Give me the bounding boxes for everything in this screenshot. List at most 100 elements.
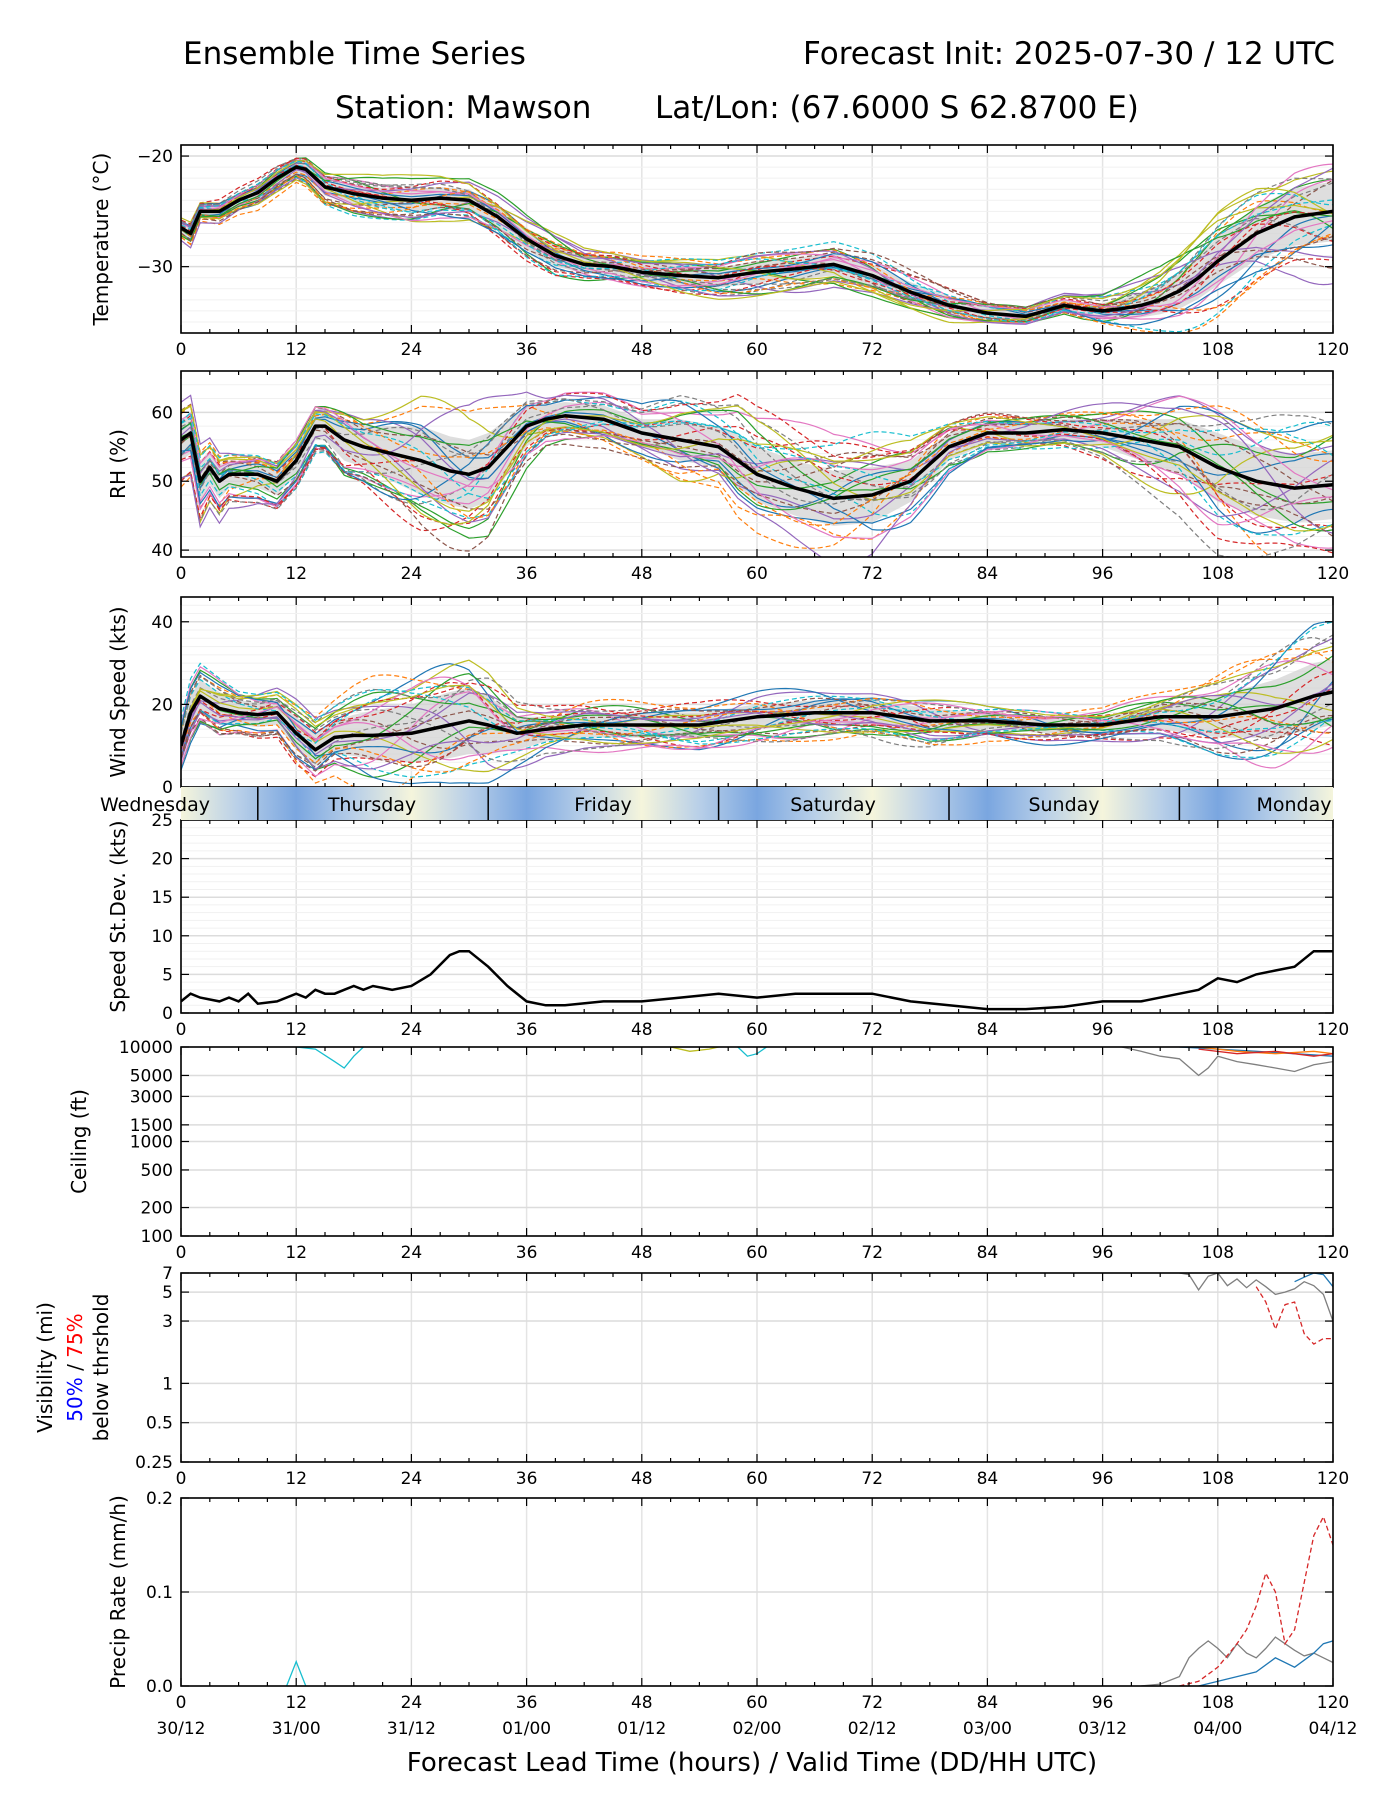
y-tick-label: 40 bbox=[151, 541, 173, 561]
y-tick-label: 0.25 bbox=[135, 1453, 173, 1473]
y-tick-label: 1 bbox=[162, 1374, 173, 1394]
y-axis-label: Precip Rate (mm/h) bbox=[106, 1495, 130, 1689]
day-label-sunday: Sunday bbox=[1028, 794, 1099, 816]
x-tick-label: 0 bbox=[176, 1693, 187, 1713]
valid-time-label: 31/00 bbox=[272, 1719, 321, 1739]
x-tick-label: 84 bbox=[977, 1693, 999, 1713]
panel-6-plot bbox=[285, 1515, 1333, 1686]
x-tick-label: 0 bbox=[176, 340, 187, 360]
y-tick-label: 0 bbox=[162, 778, 173, 798]
member-line bbox=[181, 621, 1333, 745]
x-tick-label: 84 bbox=[977, 340, 999, 360]
member-line bbox=[181, 166, 1333, 308]
y-tick-label: 3000 bbox=[130, 1087, 173, 1107]
y-tick-label: 60 bbox=[151, 403, 173, 423]
member-line bbox=[181, 404, 1273, 557]
x-tick-label: 60 bbox=[746, 1020, 768, 1040]
member-line bbox=[1179, 1273, 1333, 1322]
member-line bbox=[181, 634, 1333, 744]
x-tick-label: 0 bbox=[176, 1020, 187, 1040]
x-axis-label: Forecast Lead Time (hours) / Valid Time … bbox=[407, 1748, 1097, 1778]
x-tick-label: 48 bbox=[631, 1469, 653, 1489]
x-tick-label: 36 bbox=[516, 1020, 538, 1040]
x-tick-label: 96 bbox=[1092, 1243, 1114, 1263]
y-axis-label: Wind Speed (kts) bbox=[106, 606, 130, 777]
x-tick-label: 48 bbox=[631, 340, 653, 360]
x-tick-label: 48 bbox=[631, 1693, 653, 1713]
member-line bbox=[181, 698, 1333, 771]
stdev-line bbox=[181, 949, 1333, 1011]
panel-3-grid bbox=[180, 819, 1334, 1014]
x-tick-label: 0 bbox=[176, 1243, 187, 1263]
x-tick-label: 96 bbox=[1092, 1693, 1114, 1713]
y-tick-label: 15 bbox=[151, 888, 173, 908]
forecast-init: Forecast Init: 2025-07-30 / 12 UTC bbox=[803, 36, 1335, 72]
y-axis-label: Speed St.Dev. (kts) bbox=[106, 820, 130, 1012]
member-line bbox=[181, 159, 1333, 318]
panel-6: 0 12 24 36 48 60 72 84 96 108 120 0.0 0.1 0.2 Precip R… bbox=[106, 1489, 1349, 1713]
x-tick-label: 108 bbox=[1202, 1020, 1234, 1040]
x-tick-label: 48 bbox=[631, 564, 653, 584]
day-label-wednesday: Wednesday bbox=[100, 794, 210, 816]
y-tick-label: 0 bbox=[162, 1004, 173, 1024]
member-line bbox=[181, 694, 1333, 773]
panel-0: 0 12 24 36 48 60 72 84 96 108 120 −30 −20 Temperature… bbox=[89, 144, 1349, 360]
station-latlon: Lat/Lon: (67.6000 S 62.8700 E) bbox=[655, 90, 1139, 126]
x-tick-label: 72 bbox=[861, 1243, 883, 1263]
member-line bbox=[181, 648, 1333, 748]
member-line bbox=[1179, 1047, 1333, 1057]
member-line bbox=[181, 410, 1333, 539]
member-line bbox=[1179, 1515, 1333, 1686]
valid-time-label: 04/12 bbox=[1309, 1719, 1358, 1739]
member-line bbox=[181, 173, 1333, 323]
x-tick-label: 72 bbox=[861, 564, 883, 584]
day-label-friday: Friday bbox=[574, 794, 632, 816]
member-line bbox=[181, 411, 1333, 525]
y-axis-label: Ceiling (ft) bbox=[67, 1089, 91, 1194]
y-tick-label: 5 bbox=[162, 965, 173, 985]
y-tick-label: 50 bbox=[151, 472, 173, 492]
valid-time-ticks: 30/12 31/00 31/12 01/00 01/12 02/00 02/12 03/00… bbox=[157, 1719, 1358, 1739]
day-label-thursday: Thursday bbox=[327, 794, 416, 816]
station-name: Station: Mawson bbox=[335, 90, 591, 126]
valid-time-label: 31/12 bbox=[387, 1719, 436, 1739]
x-tick-label: 60 bbox=[746, 1469, 768, 1489]
panel-4-grid bbox=[180, 1046, 1334, 1237]
member-line bbox=[181, 406, 1333, 526]
y-tick-label: 100 bbox=[141, 1227, 173, 1247]
x-tick-label: 24 bbox=[401, 1020, 423, 1040]
valid-time-label: 03/00 bbox=[963, 1719, 1012, 1739]
ensemble-mean-line bbox=[181, 414, 1333, 501]
y-tick-label: 40 bbox=[151, 613, 173, 633]
member-line bbox=[181, 408, 1333, 530]
y-tick-label: 0.2 bbox=[146, 1489, 173, 1509]
x-tick-label: 12 bbox=[285, 564, 307, 584]
member-line bbox=[1121, 1047, 1333, 1077]
x-tick-label: 36 bbox=[516, 1693, 538, 1713]
x-tick-label: 84 bbox=[977, 1020, 999, 1040]
x-tick-label: 108 bbox=[1202, 564, 1234, 584]
x-tick-label: 120 bbox=[1317, 564, 1349, 584]
panel-6-grid bbox=[180, 1497, 1334, 1687]
member-line bbox=[181, 173, 1333, 308]
member-line bbox=[181, 404, 1333, 540]
x-tick-label: 84 bbox=[977, 1243, 999, 1263]
x-tick-label: 120 bbox=[1317, 1020, 1349, 1040]
y-tick-label: 7 bbox=[162, 1264, 173, 1284]
x-tick-label: 24 bbox=[401, 1243, 423, 1263]
x-tick-label: 36 bbox=[516, 564, 538, 584]
x-tick-label: 36 bbox=[516, 1469, 538, 1489]
x-tick-label: 72 bbox=[861, 340, 883, 360]
member-line bbox=[181, 404, 1333, 526]
valid-time-label: 02/12 bbox=[848, 1719, 897, 1739]
valid-time-label: 30/12 bbox=[157, 1719, 206, 1739]
x-tick-label: 12 bbox=[285, 340, 307, 360]
x-tick-label: 108 bbox=[1202, 1243, 1234, 1263]
valid-time-label: 02/00 bbox=[733, 1719, 782, 1739]
y-tick-label: 500 bbox=[141, 1161, 173, 1181]
y-axis-label: Visibility (mi) bbox=[33, 1302, 57, 1433]
x-tick-label: 96 bbox=[1092, 1469, 1114, 1489]
y-axis-label-part: / bbox=[63, 1358, 87, 1377]
panel-1: 0 12 24 36 48 60 72 84 96 108 120 40 50 60 RH (%) bbox=[106, 370, 1349, 584]
y-axis-label: Temperature (°C) bbox=[89, 153, 113, 327]
